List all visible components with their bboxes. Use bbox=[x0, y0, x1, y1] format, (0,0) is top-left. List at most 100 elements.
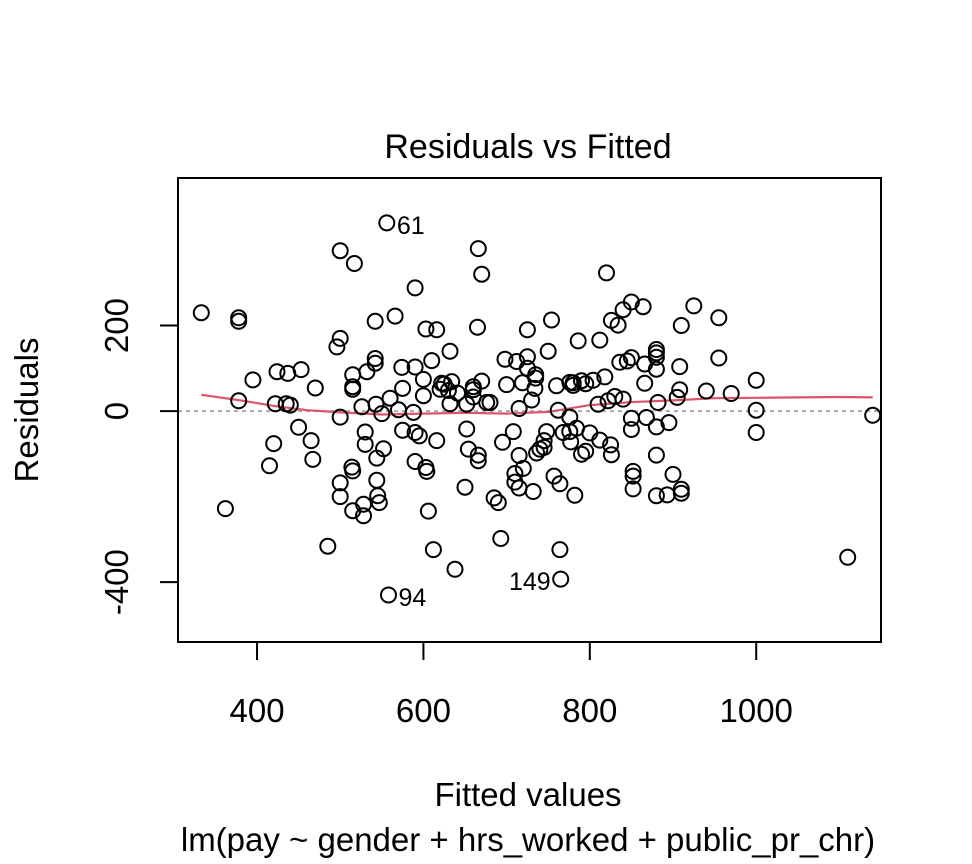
residual-point bbox=[622, 349, 640, 367]
residual-point bbox=[356, 423, 374, 441]
residual-point bbox=[304, 450, 322, 468]
residual-point bbox=[446, 560, 464, 578]
residual-point bbox=[353, 398, 371, 416]
point-label: 94 bbox=[398, 584, 426, 612]
residual-point bbox=[589, 395, 607, 413]
residual-point bbox=[564, 374, 582, 392]
residual-point bbox=[591, 331, 609, 349]
residual-point bbox=[647, 487, 665, 505]
residual-point bbox=[404, 403, 422, 421]
residual-point bbox=[406, 358, 424, 376]
residual-point bbox=[609, 316, 627, 334]
residual-point bbox=[747, 401, 765, 419]
residual-point bbox=[485, 489, 503, 507]
residual-point bbox=[306, 379, 324, 397]
residual-point bbox=[265, 435, 283, 453]
residual-point bbox=[230, 392, 248, 410]
residual-point bbox=[602, 436, 620, 454]
residual-point bbox=[722, 385, 740, 402]
residual-point bbox=[524, 483, 542, 500]
residual-point bbox=[671, 381, 689, 399]
residual-point bbox=[489, 494, 507, 512]
residual-point bbox=[290, 418, 308, 436]
residual-point bbox=[344, 380, 362, 398]
residual-point bbox=[406, 279, 424, 297]
model-formula-subtitle: lm(pay ~ gender + hrs_worked + public_pr… bbox=[181, 821, 875, 858]
residual-point bbox=[456, 478, 474, 496]
residual-point bbox=[535, 432, 553, 450]
residual-point bbox=[469, 446, 487, 464]
residual-point bbox=[618, 352, 636, 370]
residual-point bbox=[671, 358, 689, 376]
residual-point bbox=[577, 442, 595, 460]
residual-point bbox=[373, 405, 391, 423]
residual-point bbox=[636, 374, 654, 392]
point-label: 149 bbox=[509, 568, 551, 596]
residual-point bbox=[344, 462, 362, 480]
residual-point bbox=[591, 431, 609, 449]
residual-point bbox=[624, 480, 642, 498]
residual-point bbox=[319, 537, 337, 555]
residual-point bbox=[710, 309, 728, 327]
residual-point bbox=[281, 396, 299, 414]
residual-point bbox=[366, 350, 384, 367]
x-tick-label: 400 bbox=[230, 692, 285, 729]
residual-point bbox=[423, 352, 441, 370]
residual-point bbox=[331, 242, 349, 260]
residual-point bbox=[747, 424, 765, 441]
residual-point bbox=[459, 440, 477, 458]
x-axis-label: Fitted values bbox=[434, 776, 621, 813]
residual-point bbox=[606, 388, 624, 405]
residual-point bbox=[370, 494, 388, 512]
residual-point bbox=[596, 368, 614, 386]
residual-point bbox=[328, 338, 346, 356]
residual-point bbox=[230, 312, 248, 330]
residual-point bbox=[839, 548, 857, 566]
residual-point bbox=[526, 379, 544, 397]
residual-point bbox=[647, 341, 665, 358]
residual-point bbox=[551, 475, 569, 493]
residual-point bbox=[345, 255, 363, 272]
residual-point bbox=[598, 264, 615, 282]
residual-point bbox=[331, 408, 349, 426]
residual-point bbox=[658, 486, 676, 504]
x-tick-label: 1000 bbox=[719, 692, 792, 729]
residual-point bbox=[510, 400, 528, 417]
residual-point bbox=[551, 541, 569, 559]
residual-point bbox=[561, 408, 579, 426]
residual-point bbox=[747, 371, 765, 389]
residual-point bbox=[649, 394, 667, 411]
residual-point bbox=[496, 350, 514, 368]
residual-point bbox=[647, 348, 665, 366]
residual-point bbox=[469, 318, 486, 336]
residual-point bbox=[331, 329, 349, 347]
residual-point bbox=[602, 446, 620, 464]
residual-point bbox=[573, 445, 590, 463]
residual-point bbox=[192, 304, 210, 322]
residual-point bbox=[367, 395, 385, 413]
residual-point bbox=[386, 307, 404, 325]
residual-point bbox=[864, 406, 882, 424]
residual-point bbox=[622, 421, 640, 438]
smooth-trend-line bbox=[201, 393, 873, 416]
residual-point bbox=[414, 387, 432, 405]
residual-point bbox=[417, 320, 435, 338]
residual-point bbox=[518, 348, 536, 366]
residual-point bbox=[473, 372, 491, 390]
residual-point bbox=[393, 358, 411, 376]
smooth-line bbox=[201, 393, 873, 416]
residual-point bbox=[366, 354, 384, 372]
residual-point bbox=[406, 424, 424, 441]
residual-point bbox=[538, 423, 556, 441]
residual-point bbox=[584, 371, 602, 389]
residual-point bbox=[481, 394, 499, 411]
residual-point bbox=[428, 321, 446, 339]
x-axis: 400 600 800 1000 bbox=[230, 641, 793, 729]
residual-point bbox=[381, 389, 399, 407]
residual-point bbox=[331, 474, 349, 492]
point-annotations: 61 94 149 bbox=[397, 212, 551, 612]
residual-point bbox=[647, 446, 665, 464]
residual-point bbox=[552, 570, 570, 588]
residual-point bbox=[410, 427, 428, 445]
residual-point bbox=[624, 467, 642, 485]
